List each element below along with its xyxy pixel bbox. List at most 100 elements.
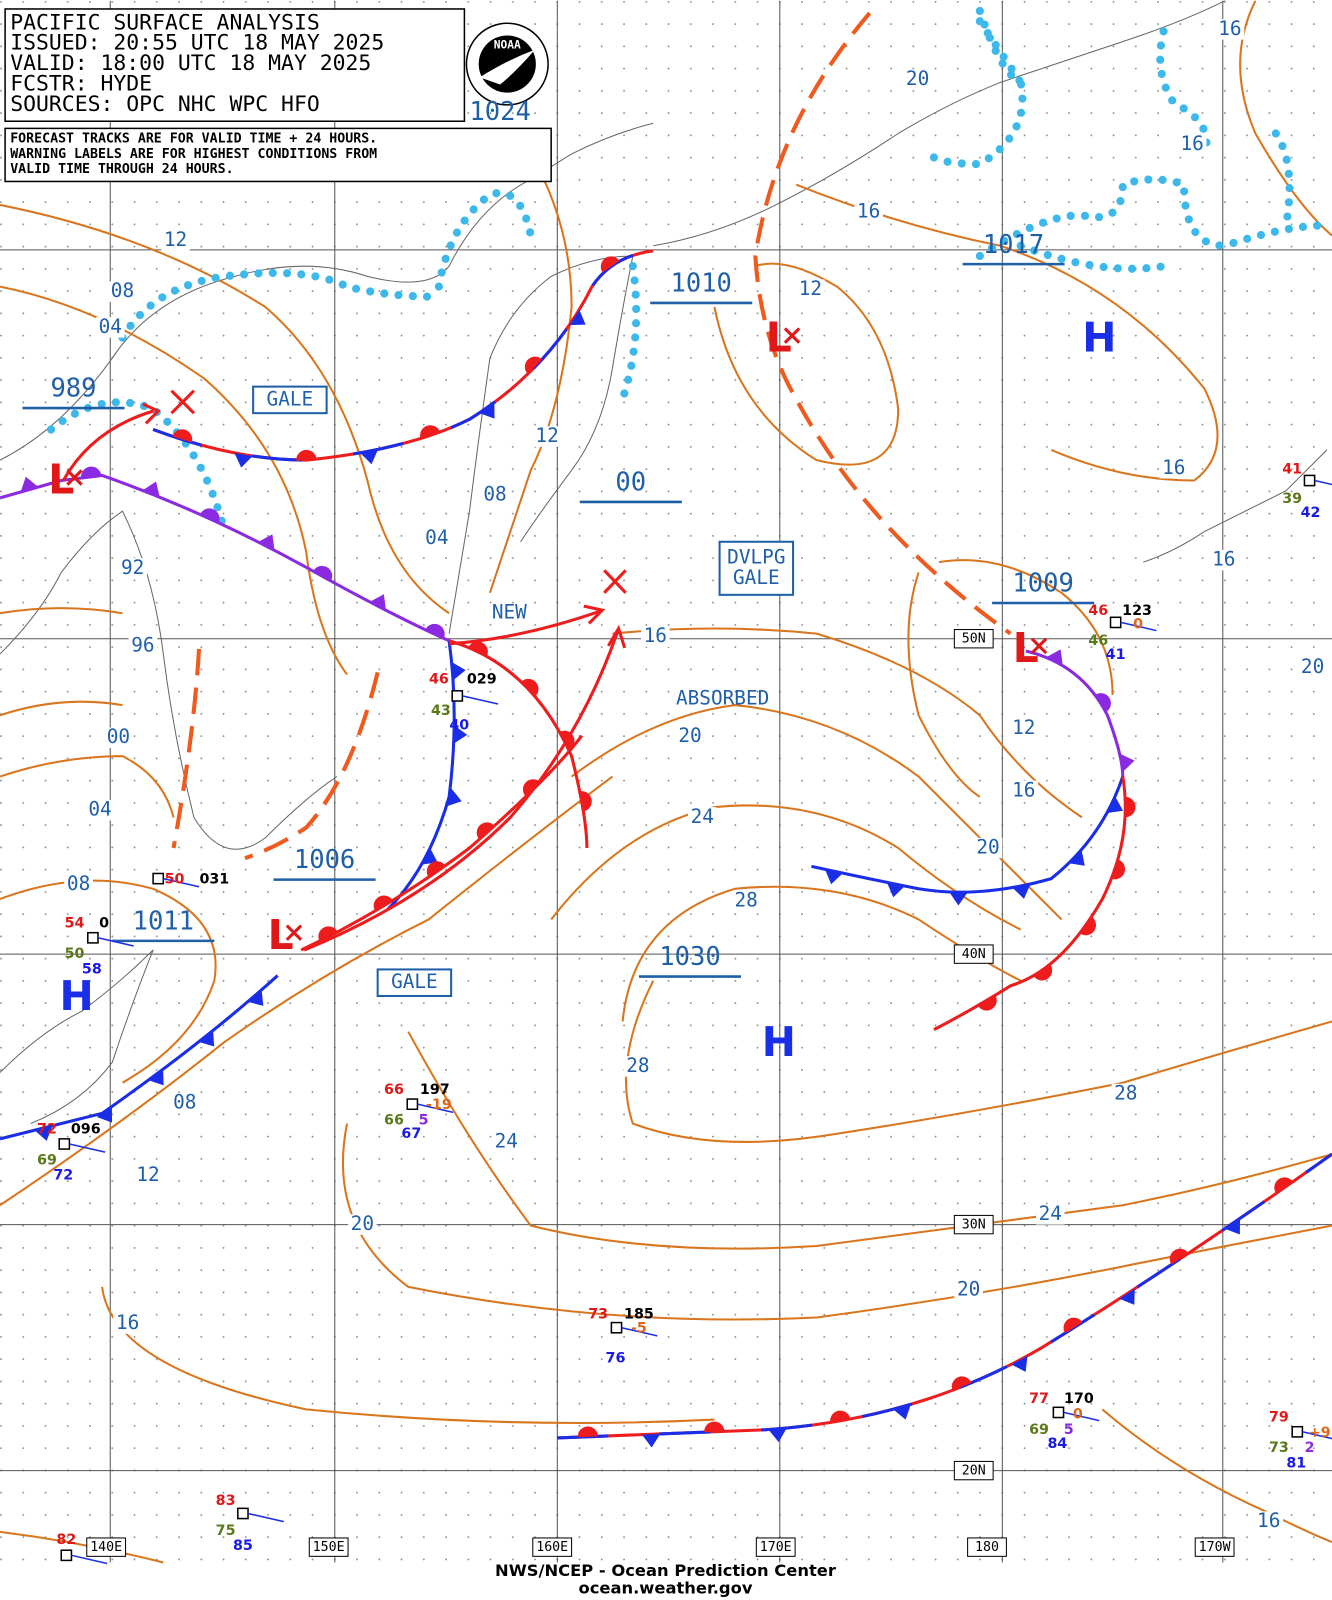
graticule-label-box: [967, 1537, 1007, 1557]
station-value: 5: [419, 1112, 429, 1128]
front-symbol: [200, 508, 220, 523]
isobar-label-bg: [675, 726, 705, 747]
isobar-label: 08: [111, 279, 134, 302]
pressure-center-label: 1011: [133, 906, 194, 936]
isobar-label-bg: [480, 484, 510, 506]
station-value: 66: [384, 1082, 404, 1098]
station-marker: [87, 931, 99, 944]
graticule-label: 40N: [962, 947, 986, 962]
graticule-label: 50N: [962, 632, 986, 647]
station-value: 46: [1088, 603, 1108, 619]
station-value: 69: [37, 1152, 57, 1168]
graticule-label-box: [953, 1460, 994, 1481]
isobar-label: 16: [1257, 1509, 1280, 1532]
isobar-label: 12: [799, 277, 822, 300]
graticule-label: 170W: [1199, 1540, 1231, 1555]
isobar-label-bg: [1254, 1511, 1284, 1532]
pressure-center-label: 00: [615, 468, 646, 498]
station-marker: [60, 1549, 73, 1562]
isobar-label-bg: [973, 837, 1003, 859]
front-symbol: [451, 662, 466, 681]
front-symbol: [373, 895, 393, 912]
isobar-label-bg: [108, 281, 137, 302]
graticule-label: 170E: [760, 1540, 792, 1555]
station-value: 41: [1282, 461, 1302, 477]
annotation: NEW: [492, 601, 527, 624]
wind-barb: [462, 695, 499, 705]
front: [811, 776, 1125, 894]
station-value: 43: [431, 703, 451, 719]
front: [0, 974, 279, 1141]
isobar-label: 20: [678, 724, 701, 747]
front-symbol: [1119, 1288, 1135, 1305]
isobar-label: 12: [535, 424, 558, 447]
front-symbol: [476, 822, 495, 840]
isobar-label: 28: [1114, 1081, 1137, 1104]
front-symbol: [453, 725, 468, 744]
isobar-label-bg: [1209, 549, 1239, 571]
isobar-label-bg: [903, 69, 932, 90]
front-symbol: [425, 623, 445, 639]
graticule-label-box: [953, 1214, 994, 1235]
front-symbol: [1063, 1317, 1083, 1334]
front-symbol: [1274, 1177, 1293, 1194]
station-marker: [610, 1321, 623, 1334]
front-symbol: [1119, 753, 1135, 772]
graticule-label: 150E: [313, 1540, 345, 1555]
station-value: 0: [1073, 1406, 1083, 1422]
front-symbol: [949, 892, 968, 906]
isobar-label-bg: [623, 1056, 653, 1077]
annotation: ABSORBED: [676, 686, 769, 709]
isobar-label-bg: [532, 426, 562, 447]
station-value: 82: [56, 1532, 76, 1548]
isobar-label: 16: [1012, 778, 1035, 801]
isobar-label: 12: [164, 228, 187, 251]
wind-barb: [71, 1554, 108, 1565]
wind-barb: [1314, 479, 1332, 486]
isobar-label-bg: [128, 635, 158, 657]
low-x: [66, 469, 83, 486]
warning-box: [376, 968, 453, 997]
warning-label: GALE: [733, 566, 780, 589]
warning-label: GALE: [391, 970, 438, 993]
wind-barb: [1120, 621, 1157, 632]
wind-barb: [69, 1143, 106, 1153]
station-value: 0: [99, 916, 109, 932]
warning-label: GALE: [267, 387, 314, 410]
isobar-label: 24: [1039, 1202, 1062, 1225]
front-symbol: [521, 678, 539, 697]
low-x: [1030, 637, 1048, 655]
isobar-label-bg: [1215, 19, 1245, 40]
isobars: [0, 0, 1332, 1564]
pressure-center-label: 1006: [294, 845, 355, 875]
station-marker: [152, 872, 165, 885]
isobar-label: 04: [88, 798, 111, 821]
isobar-label-bg: [348, 1214, 377, 1235]
troughs: [171, 11, 1012, 861]
footer-line: ocean.weather.gov: [578, 1578, 752, 1597]
station-value: 46: [1088, 633, 1108, 649]
station-value: 77: [1029, 1391, 1049, 1407]
header-line: SOURCES: OPC NHC WPC HFO: [10, 92, 320, 117]
header-line: VALID: 18:00 UTC 18 MAY 2025: [10, 51, 371, 76]
isobar-label: 16: [644, 624, 667, 647]
isobar-label-bg: [133, 1165, 163, 1186]
isobar-label-bg: [1159, 458, 1189, 479]
station-value: 67: [401, 1126, 421, 1142]
isobar-label: 28: [626, 1054, 649, 1077]
isobar-label-bg: [64, 874, 93, 895]
graticule-label: 30N: [962, 1218, 986, 1233]
station-value: 185: [624, 1306, 654, 1322]
front-symbol: [1095, 693, 1111, 713]
station-value: 66: [384, 1112, 404, 1128]
isobar-label: 16: [1212, 548, 1235, 571]
front: [933, 776, 1127, 1032]
front: [1025, 649, 1125, 777]
isobar-label-bg: [954, 1279, 983, 1301]
storm-tracks: [61, 389, 627, 952]
isobar-label: 24: [495, 1129, 518, 1152]
front-symbol: [421, 848, 438, 865]
graticule-label-box: [1194, 1537, 1235, 1557]
front-symbol: [977, 995, 997, 1011]
isobar-label-bg: [1177, 134, 1207, 155]
